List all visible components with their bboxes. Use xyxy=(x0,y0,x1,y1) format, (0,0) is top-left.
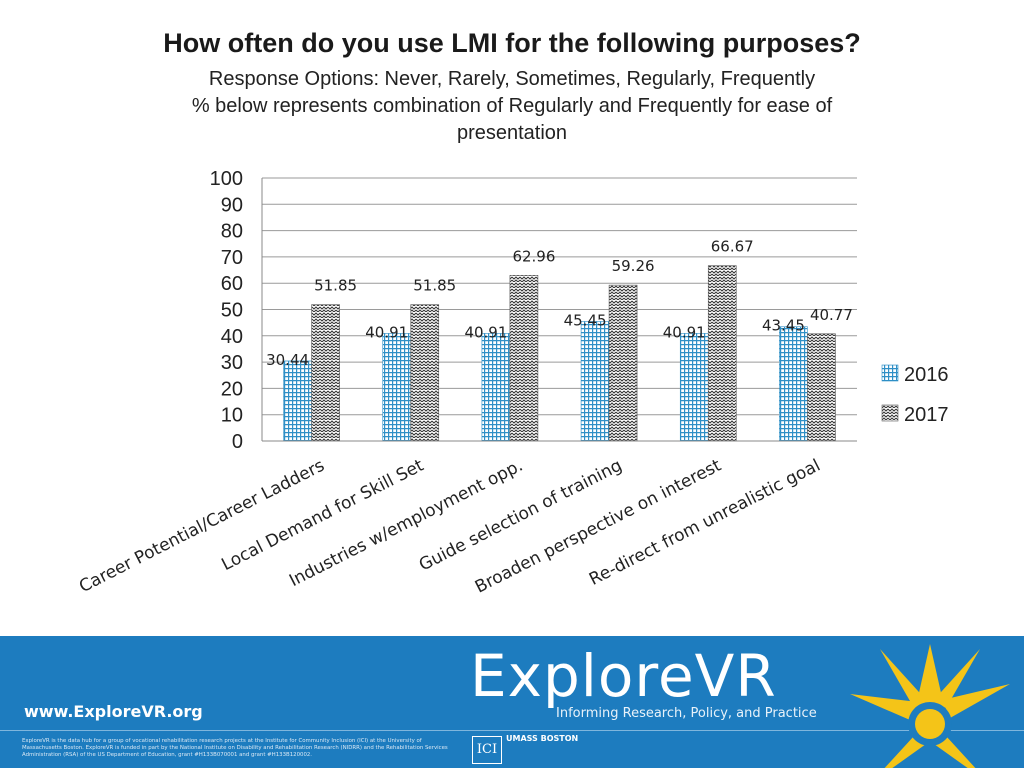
bar-2017-5 xyxy=(707,265,737,442)
bar-2016-2 xyxy=(382,333,412,442)
bar-2017-2 xyxy=(410,304,440,442)
bar-2016-6 xyxy=(779,326,808,442)
y-tick-label: 0 xyxy=(232,431,243,453)
footer-divider xyxy=(0,730,1024,731)
chart-subtitle: Response Options: Never, Rarely, Sometim… xyxy=(100,66,924,147)
legend-swatch-2016 xyxy=(881,364,899,382)
sun-icon xyxy=(850,644,1010,768)
data-label: 66.67 xyxy=(711,238,754,256)
y-tick-label: 90 xyxy=(221,194,243,216)
legend-label: 2017 xyxy=(904,404,949,426)
y-tick-label: 70 xyxy=(221,247,243,269)
logo-tagline: Informing Research, Policy, and Practice xyxy=(556,706,817,721)
explorevr-logo: ExploreVR xyxy=(470,642,777,710)
y-tick-label: 60 xyxy=(221,273,243,295)
bar-2017-1 xyxy=(311,304,340,442)
data-label: 62.96 xyxy=(512,247,555,265)
y-tick-label: 100 xyxy=(210,168,243,190)
data-label: 51.85 xyxy=(314,277,357,295)
data-label: 43.45 xyxy=(762,317,805,335)
data-label: 40.91 xyxy=(464,323,507,341)
bar-chart: 30.44 51.85 40.91 51.85 40.91 62.96 45.45 59.26… xyxy=(76,168,949,598)
subtitle-line-2: % below represents combination of Regula… xyxy=(191,95,833,117)
bar-2016-1 xyxy=(283,360,312,442)
website-link[interactable]: www.ExploreVR.org xyxy=(24,702,203,721)
chart-title: How often do you use LMI for the followi… xyxy=(163,28,861,58)
legend-label: 2016 xyxy=(904,364,949,386)
bar-2016-4 xyxy=(580,321,610,442)
data-label: 45.45 xyxy=(564,311,607,329)
bar-2017-4 xyxy=(608,284,638,442)
data-label: 51.85 xyxy=(413,277,456,295)
subtitle-line-3: presentation xyxy=(456,122,568,144)
bar-2016-5 xyxy=(679,333,709,442)
footer-band: ExploreVR Informing Research, Policy, an… xyxy=(0,636,1024,768)
footer-fine-print: ExploreVR is the data hub for a group of… xyxy=(22,738,448,758)
data-label: 40.91 xyxy=(365,323,408,341)
y-tick-label: 40 xyxy=(221,326,243,348)
bar-2016-3 xyxy=(481,333,511,442)
data-label: 40.77 xyxy=(810,306,853,324)
data-label: 30.44 xyxy=(266,351,309,369)
y-tick-label: 10 xyxy=(221,405,243,427)
data-label: 59.26 xyxy=(612,257,655,275)
legend-swatch-2017 xyxy=(881,404,899,422)
y-tick-label: 80 xyxy=(221,221,243,243)
y-tick-label: 20 xyxy=(221,378,243,400)
subtitle-line-1: Response Options: Never, Rarely, Sometim… xyxy=(208,68,816,90)
y-tick-label: 30 xyxy=(221,352,243,374)
y-tick-label: 50 xyxy=(221,300,243,322)
data-label: 40.91 xyxy=(663,323,706,341)
bar-2017-6 xyxy=(807,333,836,442)
umass-boston-logo: UMASS BOSTON xyxy=(506,734,579,743)
bar-2017-3 xyxy=(509,275,539,442)
ici-logo: ICI xyxy=(472,736,502,764)
